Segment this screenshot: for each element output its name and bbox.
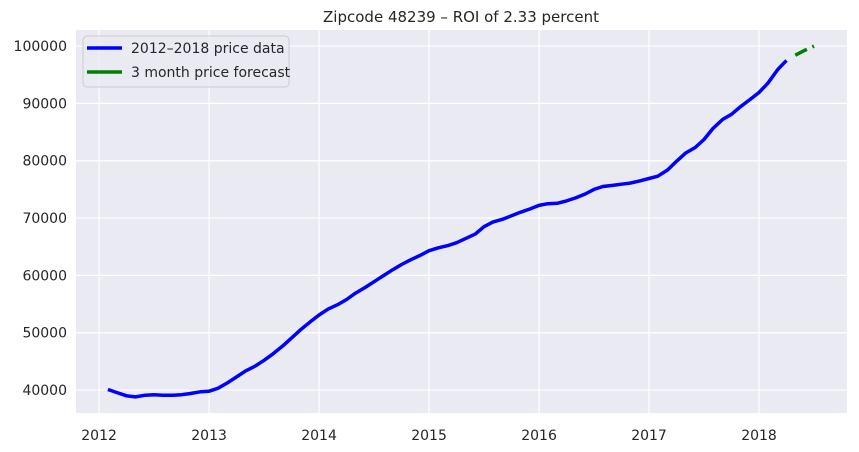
x-tick-label: 2018: [741, 428, 777, 444]
series-line-forecast: [794, 44, 815, 57]
legend-label-price-data: 2012–2018 price data: [131, 41, 285, 57]
x-tick-label: 2016: [521, 428, 557, 444]
y-tick-label: 80000: [22, 154, 67, 170]
legend: 2012–2018 price data 3 month price forec…: [82, 35, 291, 88]
legend-label-forecast: 3 month price forecast: [131, 65, 291, 81]
x-tick-label: 2017: [631, 428, 667, 444]
x-tick-label: 2013: [191, 428, 227, 444]
series-line-price-data: [107, 59, 788, 399]
x-tick-label: 2012: [81, 428, 117, 444]
x-axis: 2012 2013 2014 2015 2016 2017 2018: [81, 428, 777, 444]
y-tick-label: 60000: [22, 268, 67, 284]
plot-area: [76, 30, 847, 413]
y-tick-label: 90000: [22, 96, 67, 112]
y-tick-label: 50000: [22, 326, 67, 342]
y-tick-label: 70000: [22, 211, 67, 227]
x-tick-label: 2015: [411, 428, 447, 444]
chart-title: Zipcode 48239 – ROI of 2.33 percent: [323, 8, 599, 26]
series-layer: [107, 44, 815, 399]
x-tick-label: 2014: [301, 428, 337, 444]
y-tick-label: 100000: [14, 39, 67, 55]
y-tick-label: 40000: [22, 383, 67, 399]
legend-box: [82, 35, 290, 88]
y-axis: 40000 50000 60000 70000 80000 90000 100000: [14, 39, 67, 399]
